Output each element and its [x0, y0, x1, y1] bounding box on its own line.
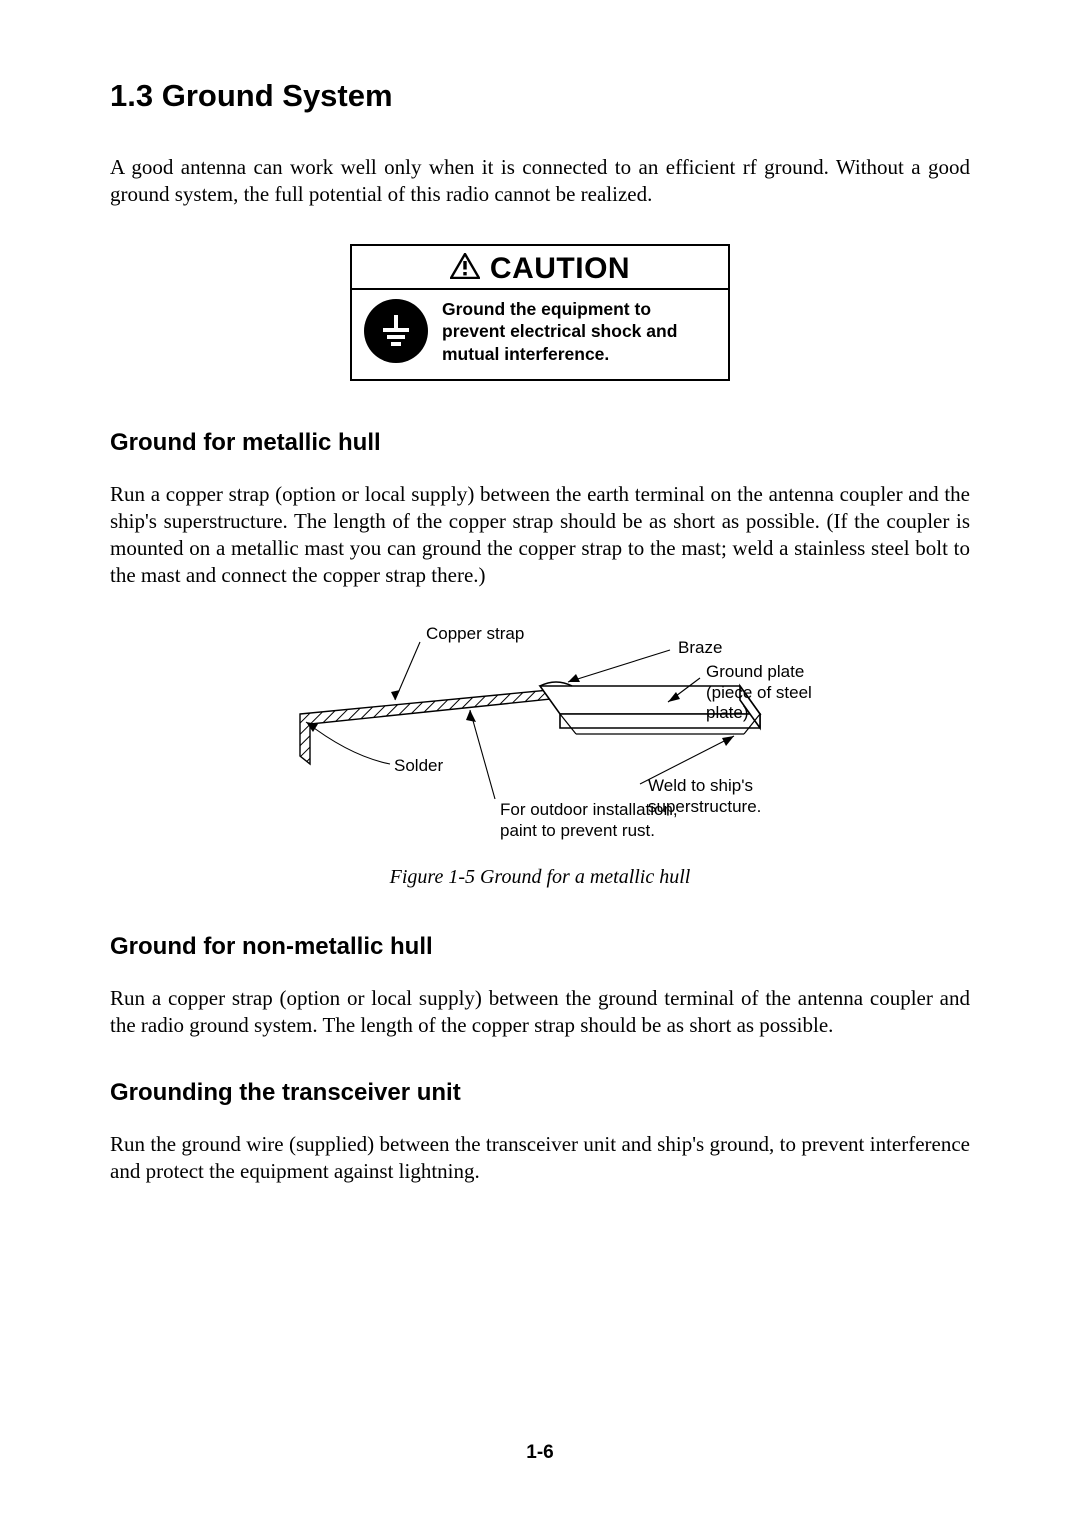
figure-caption: Figure 1-5 Ground for a metallic hull — [110, 866, 970, 889]
subsection-heading-transceiver: Grounding the transceiver unit — [110, 1079, 970, 1107]
subsection-body-transceiver: Run the ground wire (supplied) between t… — [110, 1131, 970, 1185]
figure-1-5: Copper strap Braze Ground plate (piece o… — [110, 624, 970, 854]
subsection-body-nonmetallic: Run a copper strap (option or local supp… — [110, 985, 970, 1039]
document-page: 1.3 Ground System A good antenna can wor… — [0, 0, 1080, 1185]
label-outdoor-l1: For outdoor installation, — [500, 800, 678, 819]
subsection-heading-metallic: Ground for metallic hull — [110, 429, 970, 457]
label-solder: Solder — [394, 756, 443, 776]
ground-symbol-icon — [364, 299, 428, 363]
caution-text: Ground the equipment to prevent electric… — [442, 298, 712, 365]
caution-header: CAUTION — [352, 246, 728, 290]
subsection-body-metallic: Run a copper strap (option or local supp… — [110, 481, 970, 589]
label-outdoor: For outdoor installation, paint to preve… — [500, 800, 678, 841]
section-heading: 1.3 Ground System — [110, 78, 970, 114]
diagram: Copper strap Braze Ground plate (piece o… — [240, 624, 840, 854]
subsection-heading-nonmetallic: Ground for non-metallic hull — [110, 933, 970, 961]
page-number: 1-6 — [0, 1442, 1080, 1464]
caution-body: Ground the equipment to prevent electric… — [352, 290, 728, 379]
section-title: Ground System — [162, 78, 393, 113]
caution-box: CAUTION Ground the equipment to prevent … — [350, 244, 730, 381]
section-number: 1.3 — [110, 78, 153, 113]
warning-triangle-icon — [450, 253, 480, 284]
label-ground-plate-l1: Ground plate — [706, 662, 804, 681]
intro-paragraph: A good antenna can work well only when i… — [110, 154, 970, 208]
label-outdoor-l2: paint to prevent rust. — [500, 821, 655, 840]
label-copper-strap: Copper strap — [426, 624, 524, 644]
label-ground-plate: Ground plate (piece of steel plate) — [706, 662, 840, 723]
label-ground-plate-l2: (piece of steel plate) — [706, 683, 812, 722]
caution-label: CAUTION — [490, 252, 630, 286]
label-braze: Braze — [678, 638, 722, 658]
